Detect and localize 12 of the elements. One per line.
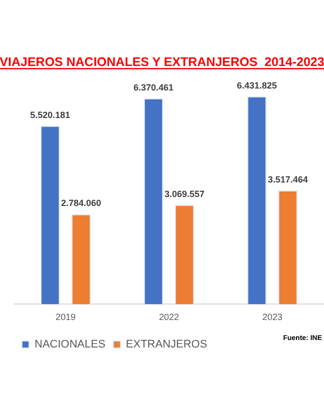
data-label: 3.517.464 xyxy=(268,174,308,185)
data-label: 6.370.461 xyxy=(133,82,174,92)
data-label: 6.431.825 xyxy=(236,80,277,90)
legend-label: EXTRANJEROS xyxy=(126,338,208,351)
x-tick-label: 2023 xyxy=(262,312,282,322)
x-tick-label: 2022 xyxy=(158,312,180,322)
data-label: 5.520.181 xyxy=(30,110,70,120)
x-tick-label: 2019 xyxy=(56,312,76,322)
data-label: 3.069.557 xyxy=(164,188,205,199)
data-label: 2.784.060 xyxy=(61,198,102,208)
chart-title: VIAJEROS NACIONALES Y EXTRANJEROS 2014-2023 xyxy=(0,55,324,69)
legend-label: NACIONALES xyxy=(34,338,106,351)
